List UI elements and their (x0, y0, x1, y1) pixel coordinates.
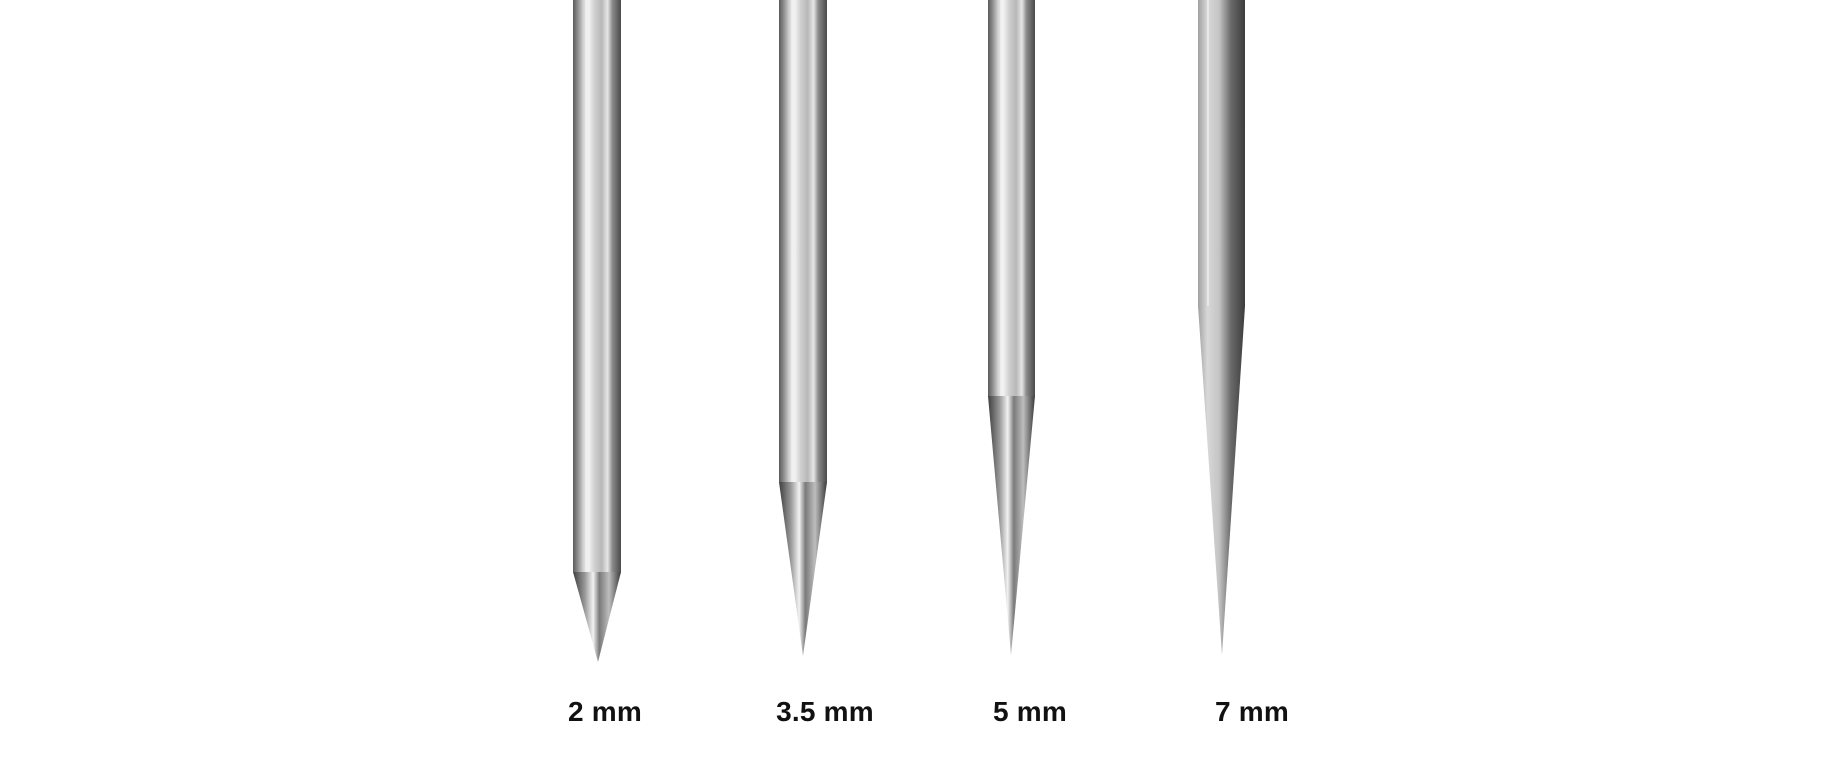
needle-label-5mm: 5 mm (993, 696, 1067, 727)
needle-7mm (1198, 0, 1245, 655)
needle-3-5mm (779, 0, 827, 656)
needle-2mm (573, 0, 621, 662)
needle-label-3-5mm: 3.5 mm (776, 696, 874, 727)
needle-5mm (988, 0, 1035, 655)
needle-label-2mm: 2 mm (568, 696, 642, 727)
needle-label-7mm: 7 mm (1215, 696, 1289, 727)
